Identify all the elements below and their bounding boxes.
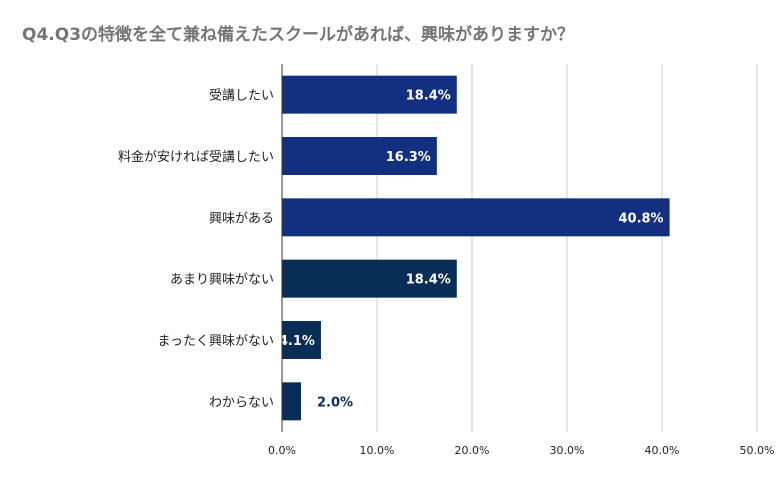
category-label-2: 興味がある — [209, 211, 274, 226]
chart-title: Q4.Q3の特徴を全て兼ね備えたスクールがあれば、興味がありますか？ — [22, 25, 575, 45]
category-label-0: 受講したい — [209, 88, 274, 104]
category-label-1: 料金が安ければ受講したい — [118, 149, 274, 165]
x-tick-label-4: 40.0% — [645, 444, 680, 457]
category-label-4: まったく興味がない — [158, 334, 274, 349]
bar-2 — [282, 198, 670, 237]
category-label-3: あまり興味がない — [170, 273, 274, 288]
category-label-5: わからない — [209, 395, 274, 410]
x-tick-label-2: 20.0% — [455, 444, 490, 457]
bar-4 — [282, 321, 321, 359]
data-label-5: 2.0% — [317, 395, 353, 410]
x-tick-label-1: 10.0% — [360, 444, 395, 457]
x-tick-label-3: 30.0% — [550, 444, 585, 457]
bar-1 — [282, 137, 437, 175]
data-label-1: 16.3% — [386, 150, 431, 165]
bar-0 — [282, 75, 457, 114]
data-label-0: 18.4% — [406, 89, 451, 104]
x-tick-label-5: 50.0% — [740, 444, 775, 457]
bar-3 — [282, 259, 457, 298]
bar-5 — [282, 382, 301, 421]
x-tick-label-0: 0.0% — [268, 444, 296, 457]
data-label-3: 18.4% — [406, 273, 451, 288]
data-label-2: 40.8% — [618, 211, 663, 226]
data-label-4: 4.1% — [279, 334, 315, 349]
